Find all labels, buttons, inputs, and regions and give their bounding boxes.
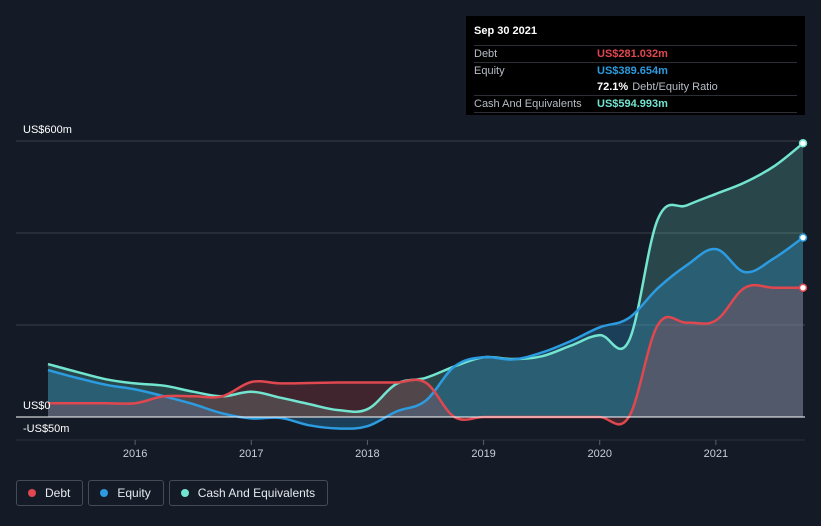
legend-label-cash: Cash And Equivalents [197, 486, 316, 500]
tooltip-date: Sep 30 2021 [474, 23, 797, 46]
tooltip-row-ratio: 72.1% Debt/Equity Ratio [474, 79, 797, 96]
cash-area [48, 143, 803, 418]
tooltip-cash-label: Cash And Equivalents [474, 98, 582, 110]
tooltip-ratio-value: 72.1% [597, 81, 629, 93]
legend-dot-equity [100, 489, 109, 497]
tooltip-cash-value: US$594.993m [597, 98, 668, 110]
debt-line [47, 283, 803, 426]
tooltip-debt-value: US$281.032m [597, 48, 668, 60]
debt-end-marker [798, 283, 808, 292]
end-markers [798, 139, 808, 292]
legend-dot-debt [28, 489, 36, 497]
tooltip-row-debt: Debt US$281.032m [474, 46, 797, 63]
legend-dot-cash [180, 489, 189, 497]
x-tick-label: 2018 [355, 448, 379, 460]
tooltip-row-cash: Cash And Equivalents US$594.993m [474, 96, 797, 113]
gridlines [16, 140, 805, 326]
chart-legend: Debt Equity Cash And Equivalents [16, 480, 329, 506]
y-tick-label: US$0 [23, 400, 51, 412]
y-tick-label: -US$50m [23, 423, 69, 435]
equity-line [47, 236, 804, 430]
legend-item-equity[interactable]: Equity [88, 480, 164, 506]
equity-area [48, 237, 803, 429]
legend-label-equity: Equity [117, 486, 151, 500]
tooltip-panel: Sep 30 2021 Debt US$281.032m Equity US$3… [466, 16, 805, 115]
y-tick-label: US$600m [23, 124, 72, 136]
tooltip-row-equity: Equity US$389.654m [474, 63, 797, 79]
legend-item-debt[interactable]: Debt [16, 480, 84, 506]
x-tick-label: 2016 [123, 448, 147, 460]
axes: US$600m US$0 -US$50m 2016 2017 2018 2019 2020 20… [16, 124, 805, 460]
tooltip-equity-value: US$389.654m [597, 65, 668, 77]
x-tick-label: 2019 [471, 448, 495, 460]
cash-end-marker [798, 139, 808, 148]
x-tick-label: 2017 [239, 448, 263, 460]
tooltip-ratio-label: Debt/Equity Ratio [632, 81, 718, 93]
series-lines [47, 142, 804, 430]
x-tick-label: 2020 [587, 448, 611, 460]
equity-end-marker [798, 233, 808, 242]
x-tick-label: 2021 [704, 448, 728, 460]
legend-item-cash[interactable]: Cash And Equivalents [168, 480, 329, 506]
tooltip-debt-label: Debt [474, 48, 498, 60]
tooltip-equity-label: Equity [474, 65, 505, 77]
cash-line [47, 142, 804, 414]
legend-label-debt: Debt [45, 486, 71, 500]
